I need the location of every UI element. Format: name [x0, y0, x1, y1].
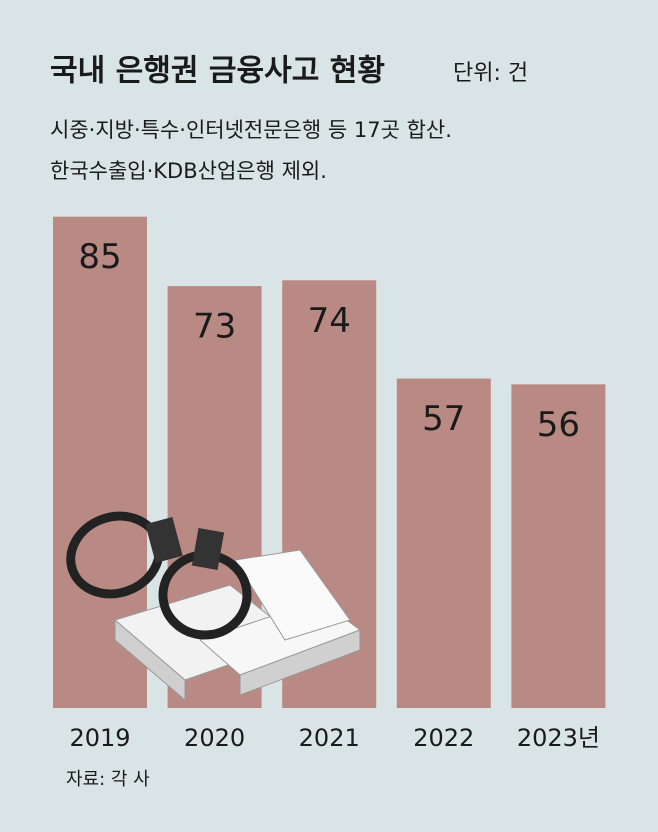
value-label: 57 [422, 399, 465, 439]
value-label: 56 [537, 405, 580, 445]
chart-title: 국내 은행권 금융사고 현황 [50, 54, 385, 89]
x-tick-label: 2020 [184, 724, 245, 752]
value-label: 85 [78, 237, 121, 277]
note: 시중·지방·특수·인터넷전문은행 등 17곳 합산. [50, 118, 452, 142]
x-tick-label: 2019 [69, 724, 130, 752]
source: 자료: 각 사 [66, 769, 150, 790]
bar [511, 384, 606, 708]
bar [396, 378, 491, 708]
handcuffs-illustration [66, 511, 362, 702]
x-tick-label: 2022 [413, 724, 474, 752]
x-tick-label: 2021 [299, 724, 360, 752]
x-tick-label: 2023년 [517, 724, 600, 752]
note: 한국수출입·KDB산업은행 제외. [50, 159, 327, 183]
value-label: 74 [308, 301, 351, 341]
value-label: 73 [193, 307, 236, 347]
unit-label: 단위: 건 [453, 61, 528, 86]
